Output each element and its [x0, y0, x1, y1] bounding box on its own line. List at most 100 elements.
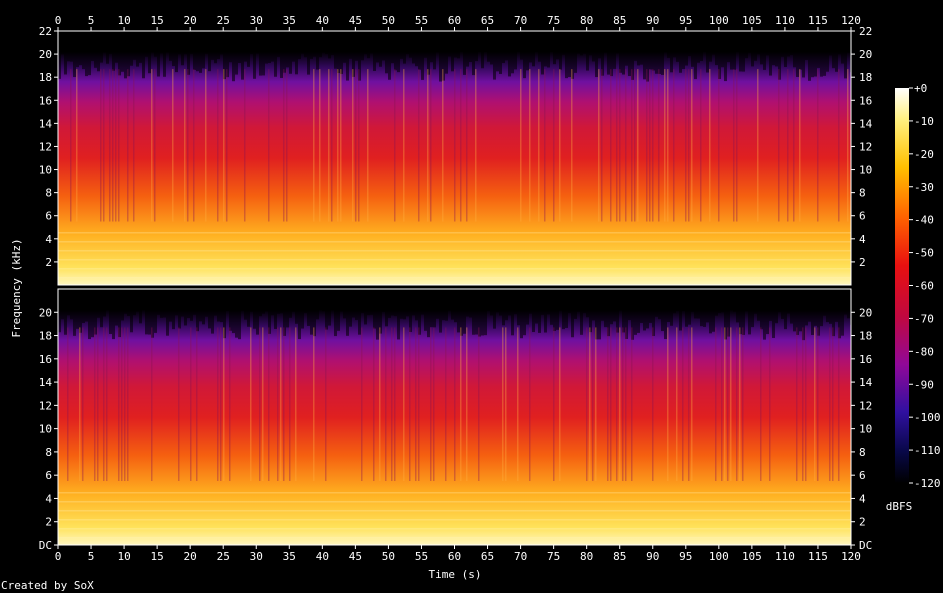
x-tick-label: 5: [88, 550, 95, 563]
colorbar: [895, 88, 909, 483]
x-tick-label: 85: [613, 550, 626, 563]
y-tick-label-right: 4: [859, 233, 866, 246]
x-tick-label: 50: [382, 550, 395, 563]
colorbar-tick-label: -90: [914, 378, 934, 391]
spectrogram-panel: [58, 289, 851, 545]
colorbar-tick-label: -100: [914, 411, 941, 424]
colorbar-tick-label: -80: [914, 345, 934, 358]
y-tick-label-right: 20: [859, 48, 872, 61]
x-tick-label: 45: [349, 550, 362, 563]
x-tick-label-top: 20: [184, 14, 197, 27]
y-tick-label-right: 14: [859, 376, 873, 389]
x-tick-label: 65: [481, 550, 494, 563]
y-tick-label-right: 16: [859, 94, 872, 107]
y-tick-label-right: 18: [859, 71, 872, 84]
x-tick-label-top: 80: [580, 14, 593, 27]
y-axis-label: Frequency (kHz): [10, 238, 23, 337]
x-tick-label-top: 70: [514, 14, 527, 27]
y-tick-label: 12: [39, 140, 52, 153]
y-tick-label-right: 18: [859, 330, 872, 343]
y-tick-label: 10: [39, 423, 52, 436]
x-tick-label: 15: [151, 550, 164, 563]
x-tick-label-top: 5: [88, 14, 95, 27]
y-tick-label: 20: [39, 306, 52, 319]
credit-text: Created by SoX: [1, 579, 94, 592]
x-tick-label-top: 115: [808, 14, 828, 27]
colorbar-tick-label: -10: [914, 115, 934, 128]
colorbar-tick-label: -40: [914, 214, 934, 227]
y-tick-label: 8: [45, 187, 52, 200]
y-tick-label-right: 4: [859, 492, 866, 505]
y-tick-label: 22: [39, 25, 52, 38]
x-tick-label: 115: [808, 550, 828, 563]
x-axis-label: Time (s): [429, 568, 482, 581]
colorbar-tick-label: -70: [914, 312, 934, 325]
y-tick-label: 12: [39, 399, 52, 412]
y-tick-label: 2: [45, 516, 52, 529]
y-tick-label-right: 16: [859, 353, 872, 366]
x-tick-label: 105: [742, 550, 762, 563]
x-tick-label: 110: [775, 550, 795, 563]
x-tick-label: 80: [580, 550, 593, 563]
x-tick-label-top: 110: [775, 14, 795, 27]
y-tick-label: 8: [45, 446, 52, 459]
colorbar-tick-label: -20: [914, 148, 934, 161]
colorbar-tick-label: -30: [914, 181, 934, 194]
y-tick-label: 18: [39, 71, 52, 84]
x-tick-label: 55: [415, 550, 428, 563]
y-tick-label: 16: [39, 94, 52, 107]
x-tick-label-top: 45: [349, 14, 362, 27]
colorbar-label: dBFS: [886, 500, 913, 513]
y-tick-label: 6: [45, 469, 52, 482]
x-tick-label-top: 85: [613, 14, 626, 27]
x-tick-label: 90: [646, 550, 659, 563]
x-tick-label-top: 15: [151, 14, 164, 27]
x-tick-label-top: 40: [316, 14, 329, 27]
x-tick-label: 60: [448, 550, 461, 563]
y-tick-label-right: 8: [859, 446, 866, 459]
x-tick-label-top: 60: [448, 14, 461, 27]
colorbar-tick-label: -50: [914, 247, 934, 260]
y-tick-label: 10: [39, 164, 52, 177]
x-tick-label: 35: [283, 550, 296, 563]
colorbar-tick-label: -110: [914, 444, 941, 457]
y-tick-label-right: 12: [859, 399, 872, 412]
y-tick-label-right: 8: [859, 187, 866, 200]
y-tick-label-right: 6: [859, 469, 866, 482]
x-tick-label: 10: [117, 550, 130, 563]
y-tick-label-right: 22: [859, 25, 872, 38]
y-tick-label-right: 2: [859, 256, 866, 269]
colorbar-tick-label: +0: [914, 82, 927, 95]
y-tick-label-right: DC: [859, 539, 872, 552]
x-tick-label-top: 35: [283, 14, 296, 27]
x-tick-label-top: 65: [481, 14, 494, 27]
y-tick-label: 4: [45, 233, 52, 246]
colorbar-tick-label: -120: [914, 477, 941, 490]
x-tick-label: 20: [184, 550, 197, 563]
x-tick-label: 30: [250, 550, 263, 563]
y-tick-label-right: 6: [859, 210, 866, 223]
y-tick-label: 2: [45, 256, 52, 269]
y-tick-label: DC: [39, 539, 52, 552]
y-tick-label: 6: [45, 210, 52, 223]
x-tick-label-top: 95: [679, 14, 692, 27]
x-tick-label-top: 100: [709, 14, 729, 27]
x-tick-label-top: 10: [117, 14, 130, 27]
x-tick-label: 70: [514, 550, 527, 563]
y-tick-label-right: 10: [859, 164, 872, 177]
y-tick-label: 14: [39, 117, 53, 130]
y-tick-label: 16: [39, 353, 52, 366]
x-tick-label: 75: [547, 550, 560, 563]
y-tick-label: 20: [39, 48, 52, 61]
x-tick-label: 0: [55, 550, 62, 563]
x-tick-label-top: 50: [382, 14, 395, 27]
y-tick-label-right: 14: [859, 117, 873, 130]
y-tick-label: 14: [39, 376, 53, 389]
x-tick-label: 95: [679, 550, 692, 563]
y-tick-label-right: 2: [859, 516, 866, 529]
y-tick-label: 18: [39, 330, 52, 343]
x-tick-label: 100: [709, 550, 729, 563]
x-tick-label-top: 25: [217, 14, 230, 27]
x-tick-label-top: 75: [547, 14, 560, 27]
